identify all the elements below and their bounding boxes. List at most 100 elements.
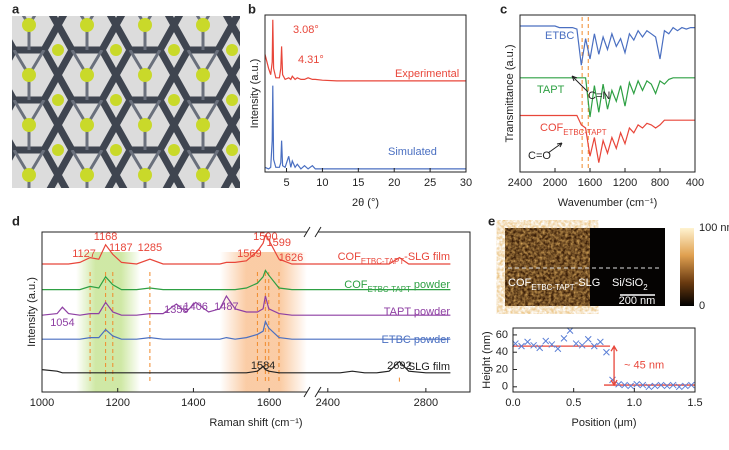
- series-label: SLG film: [408, 361, 450, 373]
- image-label-part: COF: [508, 277, 532, 289]
- data-point: [627, 382, 635, 390]
- axis-break-mark: [303, 386, 322, 398]
- x-tick-label: 5: [283, 177, 289, 189]
- series-label-part: -SLG film: [404, 251, 450, 263]
- x-tick-label: 1200: [105, 397, 129, 409]
- x-tick-label: 2800: [414, 397, 438, 409]
- panel-a-image: [12, 16, 240, 188]
- panel-label: d: [12, 213, 20, 228]
- peak-label: 1168: [94, 231, 118, 243]
- image-label: COFETBC-TAPT-SLG: [508, 277, 600, 292]
- annotation: C=N: [588, 90, 610, 102]
- series-label: Experimental: [395, 68, 459, 80]
- scale-bar-label: 200 nm: [619, 295, 656, 307]
- series-label-part: ETBC-TAPT: [563, 128, 607, 137]
- y-tick-label: 40: [496, 346, 508, 358]
- x-tick-label: 1200: [613, 177, 637, 189]
- data-point: [675, 383, 683, 391]
- series-label: COFETBC-TAPT: [540, 122, 607, 137]
- highlight-band: [76, 252, 141, 392]
- annotation: 3.08°: [293, 24, 319, 36]
- x-tick-label: 1000: [30, 397, 54, 409]
- data-point: [590, 342, 598, 350]
- panel-label: e: [488, 213, 495, 228]
- data-point: [621, 381, 628, 389]
- series-line: [41, 360, 451, 374]
- panel-label: a: [12, 1, 20, 16]
- x-axis-label: 2θ (°): [352, 197, 379, 209]
- y-axis-label: Intensity (a.u.): [249, 59, 261, 129]
- x-tick-label: 2000: [543, 177, 567, 189]
- x-tick-label: 1600: [578, 177, 602, 189]
- data-point: [663, 382, 671, 390]
- data-point: [542, 337, 550, 345]
- series-label: ETBC: [545, 30, 574, 42]
- y-tick-label: 60: [496, 329, 508, 341]
- series-label-part: TAPT: [537, 84, 565, 96]
- y-tick-label: 0: [502, 381, 508, 393]
- annotation: ~ 45 nm: [624, 360, 664, 372]
- data-point: [548, 341, 556, 348]
- series-label: TAPT powder: [384, 306, 451, 318]
- data-point: [536, 344, 544, 352]
- image-label-part: Si/SiO: [612, 277, 644, 289]
- series-line: [42, 269, 451, 291]
- series-label: TAPT: [537, 84, 565, 96]
- series-label: Simulated: [388, 146, 437, 158]
- colorbar-label: 100 nm: [699, 222, 729, 234]
- data-point: [524, 338, 531, 346]
- plot-frame: [41, 231, 471, 393]
- x-tick-label: 1600: [257, 397, 281, 409]
- x-tick-label: 2400: [508, 177, 532, 189]
- data-point: [688, 381, 695, 389]
- afm-image: [505, 228, 694, 306]
- x-tick-label: 2400: [316, 397, 340, 409]
- x-tick-label: 1400: [181, 397, 205, 409]
- plot-frame: [519, 14, 696, 173]
- data-point: [572, 340, 580, 347]
- series-label-part: ETBC-TAPT: [368, 285, 412, 294]
- y-axis-label: Transmittance (a.u.): [504, 44, 516, 142]
- axis-break-gap: [307, 230, 318, 234]
- data-point: [657, 381, 665, 389]
- x-tick-label: 400: [686, 177, 704, 189]
- peak-label: 1187: [109, 242, 133, 254]
- annotation: 4.31°: [298, 54, 324, 66]
- annotation-arrow: [547, 142, 563, 154]
- series-line: [41, 294, 451, 316]
- data-point: [639, 381, 647, 389]
- data-point: [603, 348, 610, 356]
- x-tick-label: 1.5: [687, 397, 702, 409]
- series-label: ETBC powder: [382, 334, 451, 346]
- annotation-arrow: [571, 75, 589, 93]
- series-label-part: Experimental: [395, 68, 459, 80]
- peak-label: 1626: [279, 252, 303, 264]
- plot-frame: [512, 327, 696, 393]
- y-axis-label: Height (nm): [481, 331, 493, 388]
- series-label-part: SLG film: [408, 361, 450, 373]
- x-axis-label: Wavenumber (cm⁻¹): [558, 197, 658, 209]
- y-tick-label: 20: [496, 363, 508, 375]
- peak-label: 1599: [267, 237, 291, 249]
- data-point: [578, 341, 586, 349]
- data-point: [554, 345, 562, 353]
- afm-substrate: [590, 228, 665, 306]
- peak-label: 1127: [72, 248, 96, 260]
- data-point: [518, 342, 525, 350]
- series-line: [42, 319, 451, 340]
- peak-label: 2692: [387, 360, 411, 372]
- image-label: Si/SiO2: [612, 277, 648, 292]
- series-line: [520, 114, 695, 163]
- x-tick-label: 15: [352, 177, 364, 189]
- peak-label: 1584: [251, 360, 275, 372]
- data-point: [560, 335, 568, 342]
- data-point: [597, 338, 604, 346]
- height-arrow: [610, 344, 618, 387]
- peak-label: 1355: [164, 304, 188, 316]
- data-point: [633, 380, 641, 388]
- peak-label: 1590: [253, 231, 277, 243]
- series-label-part: ETBC: [545, 30, 574, 42]
- series-label-part: COF: [344, 279, 368, 291]
